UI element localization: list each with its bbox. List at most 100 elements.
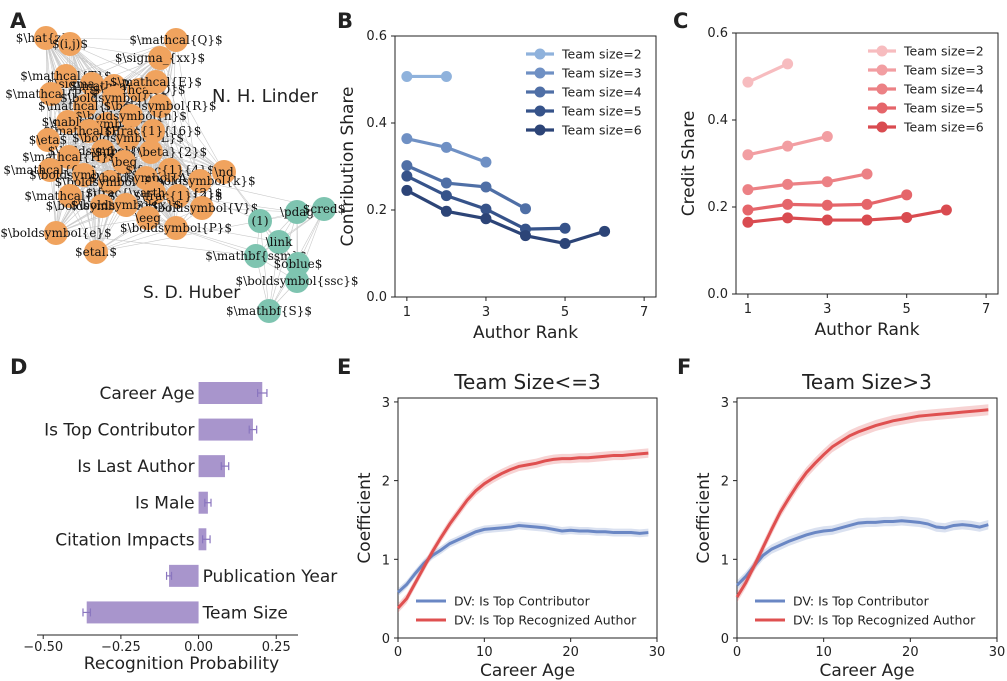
data-point-team-size-3 xyxy=(401,133,413,145)
network-node-label: $etal.$ xyxy=(75,245,117,259)
network-node-linder xyxy=(98,170,122,194)
network-node-label: $cred$ xyxy=(303,202,346,216)
panel-letter-a: A xyxy=(10,9,27,33)
network-node-linder xyxy=(34,26,58,50)
network-node-linder xyxy=(102,86,126,110)
network-node-label: $\sigma_{xx}$ xyxy=(115,51,205,65)
series-line-team-size-4 xyxy=(747,172,868,192)
group-label-huber: S. D. Huber xyxy=(143,283,240,303)
network-node-linder xyxy=(84,240,108,264)
network-node-linder xyxy=(91,139,115,163)
data-point-team-size-2 xyxy=(440,70,452,82)
credit-share-chart: 1 3 5 7 0.0 0.2 0.4 0.6 Author Rank Credit Share T… xyxy=(679,26,999,340)
network-edge xyxy=(55,232,257,257)
data-point-team-size-6 xyxy=(782,212,794,224)
data-point-team-size-5 xyxy=(480,203,492,215)
y-tick-label: 0 xyxy=(382,632,390,647)
category-label: Is Last Author xyxy=(77,457,194,477)
legend-entry: Team size=4 xyxy=(903,82,984,97)
network-node-label: $\boldsymbol{P}$ xyxy=(120,221,232,235)
data-point-team-size-5 xyxy=(782,198,794,210)
network-edge xyxy=(91,57,161,85)
x-tick-label: 1 xyxy=(403,305,411,320)
plot-frame xyxy=(735,32,999,295)
x-tick-label: −0.25 xyxy=(101,640,141,655)
network-node-label: $oblue$ xyxy=(274,257,323,271)
y-axis-label: Credit Share xyxy=(679,111,699,217)
x-tick-label: 30 xyxy=(989,645,1006,660)
panel-letter-e: E xyxy=(337,355,351,379)
series-line-dv-is-top-recognized-author xyxy=(735,408,989,598)
network-edge xyxy=(95,227,177,253)
legend-entry: Team size=5 xyxy=(903,101,984,116)
data-point-team-size-6 xyxy=(901,211,913,223)
chart-title: Team Size>3 xyxy=(801,370,932,394)
data-point-team-size-5 xyxy=(440,190,452,202)
bar-publication-year xyxy=(169,564,199,587)
data-point-team-size-4 xyxy=(440,177,452,189)
data-point-team-size-2 xyxy=(742,76,754,88)
data-point-team-size-6 xyxy=(480,213,492,225)
bar-is-top-contributor xyxy=(198,418,253,441)
network-node-linder xyxy=(164,28,188,52)
network-node-linder xyxy=(188,169,212,193)
data-point-team-size-2 xyxy=(401,70,413,82)
network-node-linder xyxy=(212,160,236,184)
network-edge xyxy=(55,181,111,234)
network-node-label: $\mathcal{H}$ xyxy=(22,150,116,164)
network-node-linder xyxy=(116,126,140,150)
network-node-linder xyxy=(73,94,97,118)
network-node-huber xyxy=(244,244,268,268)
network-node-label: $\eta$ xyxy=(29,133,67,147)
confidence-band-dv-is-top-recognized-author xyxy=(737,404,989,603)
x-axis-label: Recognition Probability xyxy=(84,654,279,674)
network-node-label: \eeq xyxy=(135,211,161,225)
data-point-team-size-5 xyxy=(401,170,413,182)
plot-frame xyxy=(736,397,998,639)
data-point-team-size-4 xyxy=(861,168,873,180)
y-tick-label: 0.4 xyxy=(366,116,387,131)
legend-marker xyxy=(534,86,546,98)
series-line-dv-is-top-recognized-author xyxy=(396,451,649,610)
y-tick-label: 3 xyxy=(721,396,729,411)
legend-marker xyxy=(876,64,888,76)
network-node-linder xyxy=(114,193,138,217)
network-node-label: $\boldsymbol{ssc}$ xyxy=(235,274,358,288)
network-node-label: \nd xyxy=(214,165,234,179)
y-tick-label: 0.6 xyxy=(366,29,387,44)
network-edge xyxy=(201,207,298,213)
data-point-team-size-6 xyxy=(559,237,571,249)
network-edge xyxy=(95,207,203,253)
network-edge xyxy=(223,171,280,243)
network-node-linder xyxy=(38,158,62,182)
legend-entry: DV: Is Top Recognized Author xyxy=(793,613,976,628)
legend-marker xyxy=(534,124,546,136)
data-point-team-size-6 xyxy=(742,216,754,228)
y-tick-label: 0.2 xyxy=(366,203,387,218)
network-node-linder xyxy=(142,181,166,205)
network-edge xyxy=(67,121,97,253)
category-label: Career Age xyxy=(99,384,194,404)
confidence-band-dv-is-top-contributor xyxy=(737,516,989,590)
x-tick-label: 5 xyxy=(903,302,911,317)
y-tick-label: 1 xyxy=(721,553,729,568)
series-line-team-size-2 xyxy=(747,62,789,84)
panel-letter-d: D xyxy=(10,355,27,379)
y-tick-label: 2 xyxy=(382,475,390,490)
plot-frame xyxy=(397,397,658,639)
network-edge xyxy=(69,43,161,59)
x-tick-label: 0 xyxy=(394,645,402,660)
confidence-band-dv-is-top-recognized-author xyxy=(398,448,649,613)
x-axis-label: Author Rank xyxy=(473,323,578,343)
network-node-linder xyxy=(190,196,214,220)
network-node-label: $\frac{1}{16}$ xyxy=(105,124,202,138)
bar-team-size xyxy=(86,601,199,624)
data-point-team-size-4 xyxy=(401,160,413,172)
network-edge xyxy=(175,227,257,257)
network-node-label: $\boldsymbol{V}$ xyxy=(146,201,259,215)
data-point-team-size-6 xyxy=(401,184,413,196)
category-label: Is Male xyxy=(135,494,195,514)
plot-frame xyxy=(394,35,657,298)
network-node-linder xyxy=(144,70,168,94)
legend-entry: Team size=4 xyxy=(561,85,642,100)
